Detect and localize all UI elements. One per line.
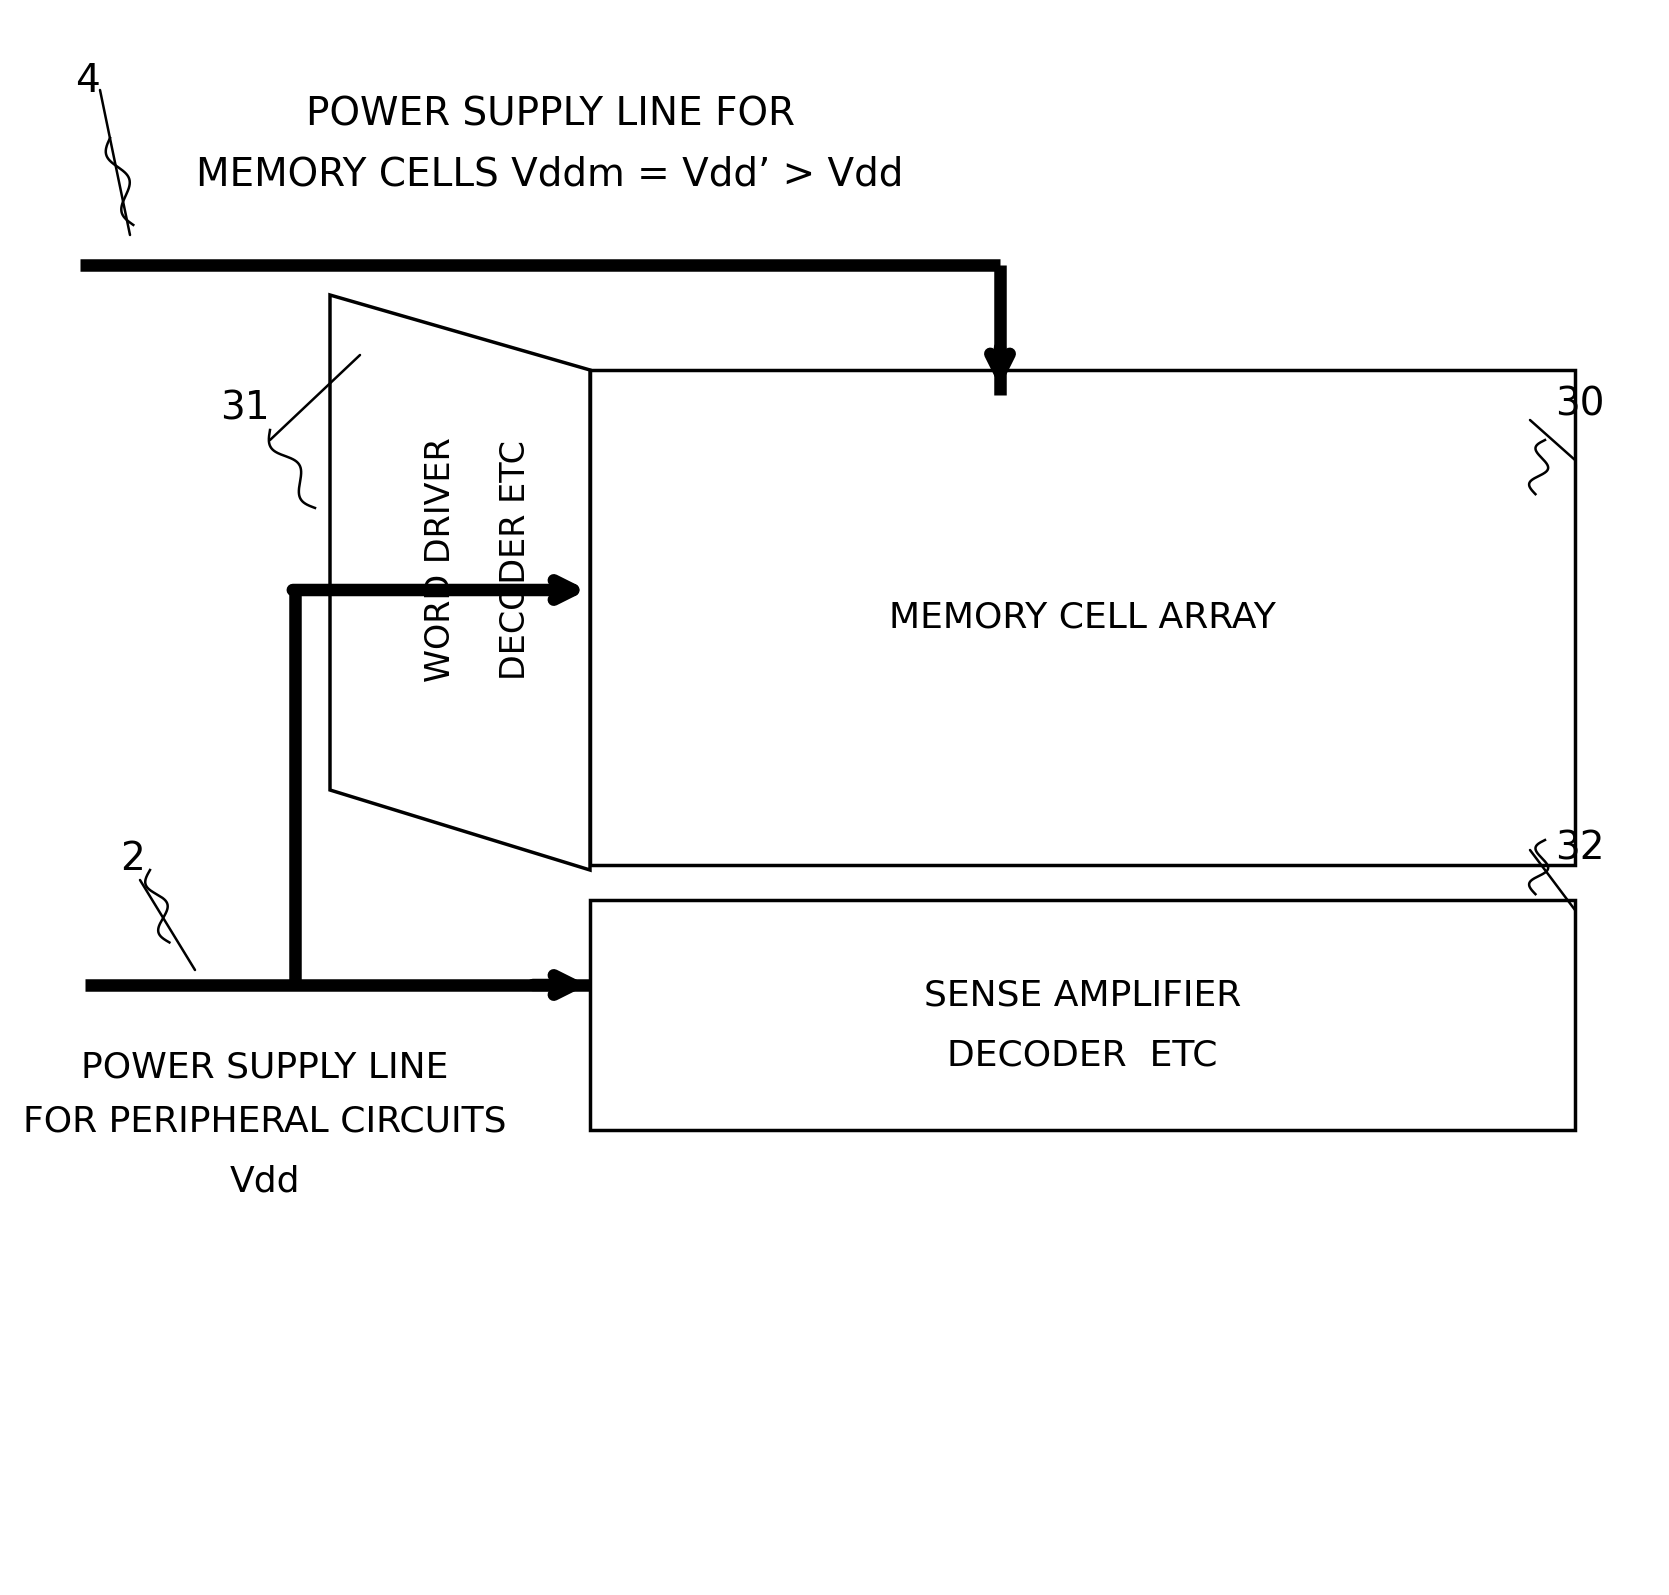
Bar	[591, 370, 1576, 864]
Text: POWER SUPPLY LINE FOR: POWER SUPPLY LINE FOR	[305, 96, 794, 132]
Text: MEMORY CELLS Vddm = Vdd’ > Vdd: MEMORY CELLS Vddm = Vdd’ > Vdd	[197, 155, 903, 193]
Text: 30: 30	[1556, 384, 1604, 423]
Polygon shape	[330, 295, 591, 869]
Text: MEMORY CELL ARRAY: MEMORY CELL ARRAY	[890, 600, 1275, 635]
Text: 32: 32	[1556, 829, 1604, 868]
Bar	[591, 900, 1576, 1129]
Text: WORD DRIVER: WORD DRIVER	[424, 437, 457, 683]
Text: POWER SUPPLY LINE: POWER SUPPLY LINE	[82, 1050, 449, 1085]
Text: 4: 4	[75, 62, 100, 100]
Text: 31: 31	[220, 391, 270, 427]
Text: DECODER ETC: DECODER ETC	[499, 440, 531, 679]
Text: SENSE AMPLIFIER: SENSE AMPLIFIER	[925, 978, 1242, 1011]
Text: DECODER  ETC: DECODER ETC	[948, 1038, 1218, 1072]
Text: Vdd: Vdd	[230, 1164, 300, 1199]
Text: FOR PERIPHERAL CIRCUITS: FOR PERIPHERAL CIRCUITS	[23, 1105, 507, 1139]
Text: 2: 2	[120, 841, 145, 877]
